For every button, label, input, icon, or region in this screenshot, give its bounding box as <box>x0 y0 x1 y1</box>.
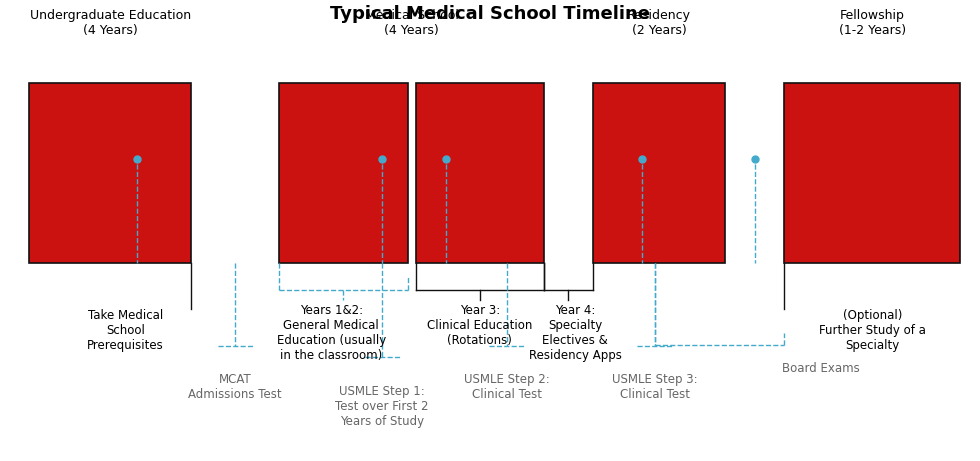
Text: USMLE Step 3:
Clinical Test: USMLE Step 3: Clinical Test <box>612 373 698 402</box>
Text: Medical School
(4 Years): Medical School (4 Years) <box>365 9 459 37</box>
Text: Years 1&2:
General Medical
Education (usually
in the classroom): Years 1&2: General Medical Education (us… <box>276 304 386 362</box>
Bar <box>593 83 725 263</box>
Text: USMLE Step 1:
Test over First 2
Years of Study: USMLE Step 1: Test over First 2 Years of… <box>335 385 429 428</box>
Text: Year 3:
Clinical Education
(Rotations): Year 3: Clinical Education (Rotations) <box>427 304 532 347</box>
Text: Typical Medical School Timeline: Typical Medical School Timeline <box>330 5 650 23</box>
Bar <box>416 83 544 263</box>
Bar <box>29 83 191 263</box>
Text: Take Medical
School
Prerequisites: Take Medical School Prerequisites <box>87 309 164 352</box>
Bar <box>279 83 408 263</box>
Text: Undergraduate Education
(4 Years): Undergraduate Education (4 Years) <box>29 9 191 37</box>
Bar <box>784 83 960 263</box>
Text: MCAT
Admissions Test: MCAT Admissions Test <box>188 373 282 402</box>
Text: Fellowship
(1-2 Years): Fellowship (1-2 Years) <box>839 9 906 37</box>
Text: Board Exams: Board Exams <box>782 362 860 375</box>
Text: USMLE Step 2:
Clinical Test: USMLE Step 2: Clinical Test <box>464 373 550 402</box>
Text: Residency
(2 Years): Residency (2 Years) <box>627 9 691 37</box>
Text: (Optional)
Further Study of a
Specialty: (Optional) Further Study of a Specialty <box>818 309 926 352</box>
Text: Year 4:
Specialty
Electives &
Residency Apps: Year 4: Specialty Electives & Residency … <box>529 304 621 362</box>
